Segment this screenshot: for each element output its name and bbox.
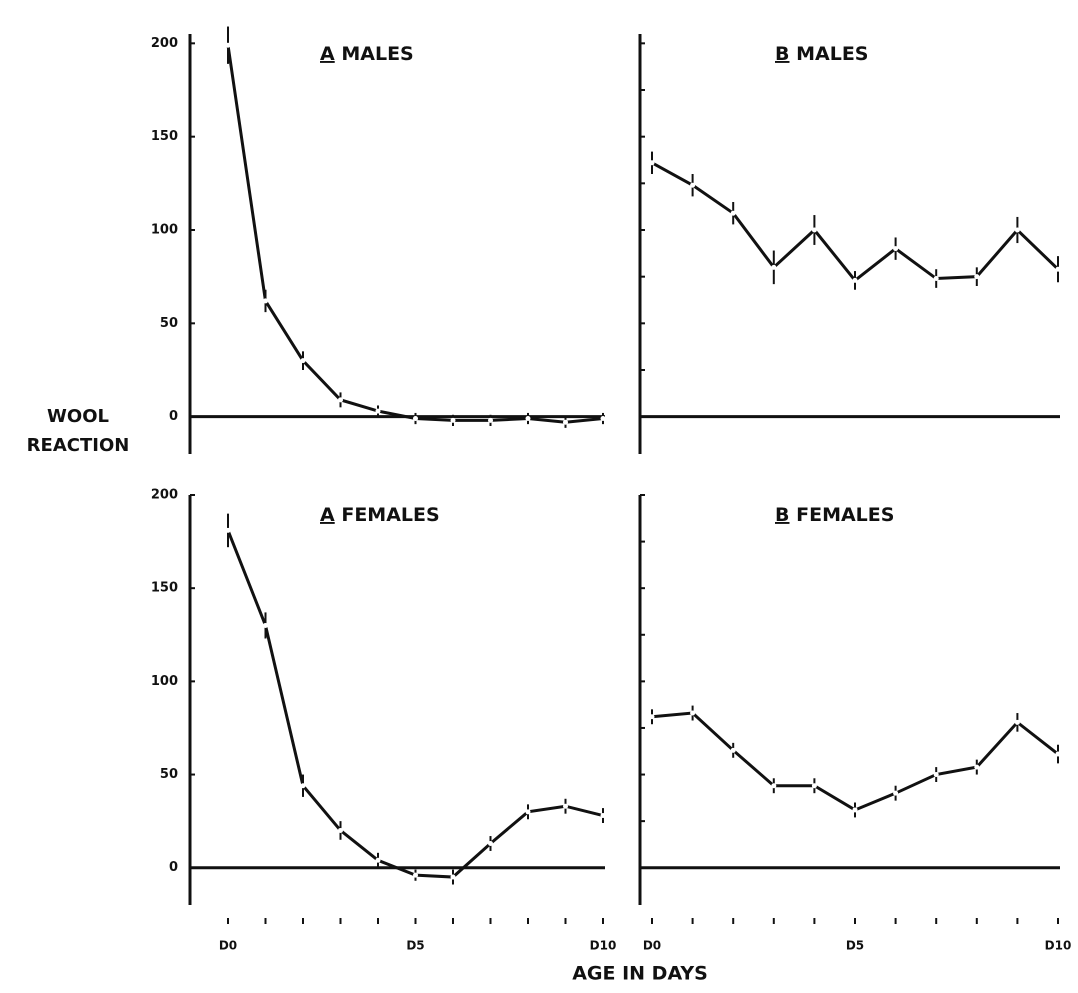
data-point: [300, 783, 306, 789]
data-point: [852, 277, 858, 283]
panel-title-text: MALES: [796, 43, 868, 65]
x-tick-label: D0: [219, 939, 237, 953]
x-tick-label: D0: [643, 939, 661, 953]
data-line: [651, 711, 1059, 812]
data-point: [771, 264, 777, 270]
data-point: [974, 274, 980, 280]
data-point: [974, 764, 980, 770]
data-point: [525, 809, 531, 815]
data-point: [488, 841, 493, 846]
panel-title-text: FEMALES: [341, 504, 439, 526]
y-axis-label: WOOL: [47, 406, 109, 427]
data-point: [811, 783, 817, 789]
y-tick-label: 100: [151, 674, 178, 689]
panel-title-text: FEMALES: [796, 504, 894, 526]
data-point: [730, 210, 736, 216]
data-point: [933, 276, 939, 282]
data-point: [450, 874, 456, 880]
data-point: [649, 160, 655, 166]
data-point: [413, 416, 418, 422]
y-tick-label: 200: [151, 488, 178, 503]
data-point: [893, 246, 899, 252]
data-point: [690, 710, 696, 716]
data-point: [1055, 751, 1061, 757]
y-tick-label: 0: [169, 409, 178, 424]
data-point: [563, 803, 568, 809]
data-point: [1055, 266, 1061, 272]
data-point: [1014, 227, 1020, 233]
x-tick-label: D10: [1045, 939, 1072, 953]
panel-title: B FEMALES: [775, 504, 894, 526]
data-point: [600, 813, 606, 819]
data-point: [375, 857, 381, 863]
data-point: [811, 227, 817, 233]
y-tick-label: 0: [169, 860, 178, 875]
data-point: [600, 416, 606, 422]
y-tick-label: 150: [151, 129, 178, 144]
panel-letter: A: [320, 504, 335, 526]
x-axis-label: AGE IN DAYS: [572, 963, 708, 985]
panel-title: A MALES: [320, 43, 414, 65]
data-point: [852, 807, 858, 813]
data-point: [1014, 719, 1020, 725]
x-tick-label: D5: [406, 939, 424, 953]
panel-letter: B: [775, 43, 789, 65]
data-point: [338, 827, 343, 833]
data-point: [525, 416, 531, 422]
panel-letter: B: [775, 504, 789, 526]
panel-title: A FEMALES: [320, 504, 440, 526]
data-point: [563, 419, 568, 425]
panel-letter: A: [320, 43, 335, 65]
data-point: [690, 182, 696, 188]
data-point: [488, 417, 493, 423]
data-point: [263, 298, 268, 304]
y-axis-label: REACTION: [27, 435, 130, 456]
data-line: [226, 44, 604, 424]
y-tick-label: 100: [151, 223, 178, 238]
data-point: [450, 417, 456, 423]
data-point: [933, 772, 939, 778]
data-line: [651, 161, 1060, 283]
data-point: [300, 358, 306, 364]
data-point: [338, 397, 343, 403]
x-tick-label: D10: [590, 939, 617, 953]
y-tick-label: 150: [151, 581, 178, 596]
data-point: [225, 42, 231, 48]
data-point: [730, 747, 736, 753]
data-point: [375, 408, 381, 414]
panel-title-text: MALES: [341, 43, 413, 65]
x-tick-label: D5: [846, 939, 864, 953]
data-point: [649, 714, 655, 720]
y-tick-label: 200: [151, 36, 178, 51]
data-point: [263, 622, 268, 628]
data-point: [225, 527, 231, 533]
data-point: [893, 790, 899, 796]
y-tick-label: 50: [160, 767, 178, 782]
data-point: [771, 783, 777, 789]
data-point: [413, 872, 418, 878]
y-tick-label: 50: [160, 316, 178, 331]
panel-title: B MALES: [775, 43, 869, 65]
data-line: [226, 529, 604, 879]
